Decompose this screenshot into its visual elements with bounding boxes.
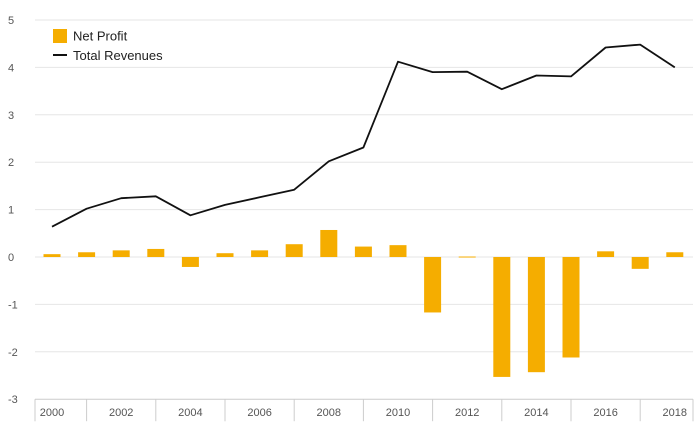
legend: Net Profit Total Revenues: [53, 29, 163, 63]
y-tick-label: 0: [8, 252, 14, 264]
x-tick-label: 2012: [455, 407, 479, 419]
bar-net-profit-2004: [181, 257, 199, 267]
line-total-revenues: [51, 43, 676, 228]
x-tick-label: 2006: [247, 407, 271, 419]
y-tick-label: -1: [8, 299, 18, 311]
y-tick-label: 3: [8, 110, 14, 122]
total-revenues-line-group: [51, 43, 676, 228]
x-tick-label: 2014: [524, 407, 548, 419]
x-tick-label: 2010: [386, 407, 410, 419]
x-tick-label: 2004: [178, 407, 202, 419]
bar-net-profit-2018: [666, 252, 684, 257]
x-tick-label: 2002: [109, 407, 133, 419]
bar-net-profit-2000: [43, 254, 61, 257]
net-profit-bars: [43, 229, 684, 377]
bar-net-profit-2003: [147, 248, 165, 257]
bar-net-profit-2008: [320, 229, 338, 257]
x-tick-label: 2008: [317, 407, 341, 419]
y-axis-tick-labels: 5 4 3 2 1 0 -1 -2 -3: [8, 15, 18, 406]
y-tick-label: 2: [8, 157, 14, 169]
y-tick-label: -2: [8, 347, 18, 359]
bar-net-profit-2011: [424, 257, 442, 313]
bar-net-profit-2014: [527, 257, 545, 373]
bar-net-profit-2012: [458, 256, 476, 258]
legend-label-net-profit: Net Profit: [73, 29, 128, 44]
y-tick-label: 1: [8, 205, 14, 217]
x-axis: [34, 398, 694, 422]
bar-net-profit-2010: [389, 245, 407, 257]
y-tick-label: 5: [8, 15, 14, 27]
x-tick-label: 2016: [593, 407, 617, 419]
bar-net-profit-2001: [78, 252, 96, 257]
bar-net-profit-2006: [251, 250, 269, 257]
legend-label-total-revenues: Total Revenues: [73, 48, 163, 63]
x-tick-label: 2000: [40, 407, 64, 419]
bar-net-profit-2013: [493, 257, 511, 377]
x-tick-label: 2018: [663, 407, 687, 419]
x-axis-tick-labels: 2000 2002 2004 2006 2008 2010 2012 2014 2016 2018: [40, 407, 687, 419]
bar-net-profit-2007: [285, 244, 303, 257]
bar-net-profit-2016: [597, 251, 615, 257]
bar-net-profit-2009: [354, 246, 372, 257]
y-tick-label: 4: [8, 62, 14, 74]
y-tick-label: -3: [8, 394, 18, 406]
bar-net-profit-2002: [112, 250, 130, 257]
bar-net-profit-2017: [631, 257, 649, 269]
bar-net-profit-2005: [216, 253, 234, 257]
legend-swatch-net-profit: [53, 29, 67, 43]
bar-net-profit-2015: [562, 257, 580, 358]
